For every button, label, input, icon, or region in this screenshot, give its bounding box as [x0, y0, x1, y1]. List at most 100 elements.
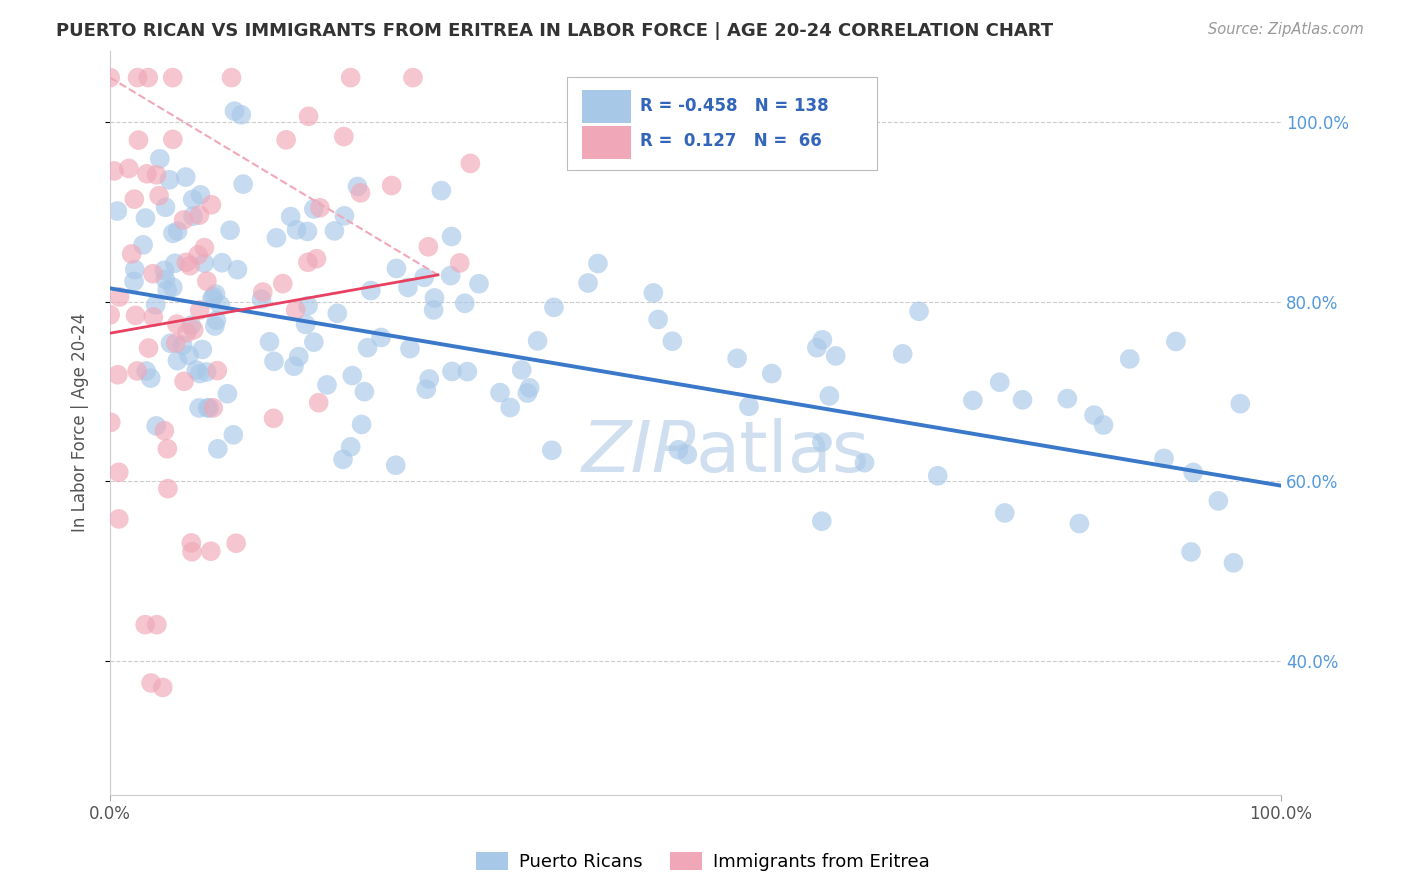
- Point: [413, 270, 436, 285]
- Point: [1056, 392, 1078, 406]
- Point: [288, 350, 311, 364]
- Point: [333, 129, 356, 144]
- Point: [1069, 516, 1091, 531]
- Point: [285, 223, 308, 237]
- Point: [139, 676, 162, 690]
- Point: [1153, 451, 1175, 466]
- Point: [156, 482, 179, 496]
- Point: [356, 341, 378, 355]
- Point: [142, 267, 165, 281]
- Point: [250, 292, 273, 306]
- Text: PUERTO RICAN VS IMMIGRANTS FROM ERITREA IN LABOR FORCE | AGE 20-24 CORRELATION C: PUERTO RICAN VS IMMIGRANTS FROM ERITREA …: [56, 22, 1053, 40]
- Point: [152, 681, 174, 695]
- Point: [180, 318, 202, 333]
- Point: [195, 365, 218, 379]
- Point: [346, 179, 368, 194]
- Point: [186, 363, 208, 377]
- Point: [271, 277, 294, 291]
- Point: [643, 285, 665, 300]
- Point: [1092, 417, 1115, 432]
- Point: [145, 418, 167, 433]
- Point: [297, 255, 319, 269]
- Point: [1011, 392, 1033, 407]
- Point: [204, 319, 226, 334]
- Point: [188, 208, 211, 222]
- Point: [209, 298, 232, 312]
- Point: [105, 204, 128, 219]
- Point: [207, 442, 229, 456]
- Point: [153, 263, 176, 277]
- Point: [165, 336, 187, 351]
- Point: [418, 240, 440, 254]
- Point: [430, 184, 453, 198]
- Point: [309, 201, 332, 215]
- Point: [187, 248, 209, 262]
- Point: [415, 382, 437, 396]
- Point: [1164, 334, 1187, 349]
- Point: [198, 401, 221, 415]
- Point: [818, 389, 841, 403]
- Point: [197, 401, 219, 415]
- Point: [302, 202, 325, 216]
- Point: [202, 401, 225, 415]
- Point: [824, 349, 846, 363]
- Point: [132, 238, 155, 252]
- Point: [297, 299, 319, 313]
- Point: [225, 536, 247, 550]
- Point: [145, 168, 167, 182]
- Point: [283, 359, 305, 374]
- Point: [342, 368, 364, 383]
- Point: [188, 303, 211, 318]
- Point: [98, 308, 121, 322]
- Point: [163, 256, 186, 270]
- Point: [543, 301, 565, 315]
- Point: [994, 506, 1017, 520]
- Point: [107, 368, 129, 382]
- Point: [259, 334, 281, 349]
- Point: [134, 617, 156, 632]
- Point: [1208, 494, 1230, 508]
- Point: [162, 70, 184, 85]
- Point: [440, 364, 463, 378]
- Point: [810, 514, 832, 528]
- Y-axis label: In Labor Force | Age 20-24: In Labor Force | Age 20-24: [72, 313, 89, 533]
- Point: [124, 262, 146, 277]
- Point: [204, 287, 226, 301]
- Point: [222, 428, 245, 442]
- Point: [927, 468, 949, 483]
- Point: [179, 259, 201, 273]
- Point: [263, 354, 285, 368]
- Text: R =  0.127   N =  66: R = 0.127 N = 66: [641, 133, 823, 151]
- Point: [176, 255, 198, 269]
- Point: [156, 283, 179, 297]
- Point: [323, 224, 346, 238]
- Point: [349, 186, 371, 200]
- Point: [294, 318, 316, 332]
- Point: [647, 312, 669, 326]
- Point: [676, 448, 699, 462]
- Text: ZIP: ZIP: [581, 418, 696, 487]
- Point: [139, 371, 162, 385]
- Point: [326, 306, 349, 320]
- Point: [339, 70, 361, 85]
- Point: [499, 401, 522, 415]
- Point: [134, 211, 156, 225]
- Point: [576, 276, 599, 290]
- Point: [266, 231, 288, 245]
- Point: [422, 302, 444, 317]
- Point: [173, 374, 195, 388]
- Point: [127, 70, 149, 85]
- Point: [540, 443, 562, 458]
- Point: [489, 385, 512, 400]
- Point: [440, 268, 463, 283]
- Point: [449, 256, 471, 270]
- Point: [510, 363, 533, 377]
- Point: [159, 336, 181, 351]
- Point: [155, 200, 177, 214]
- Point: [350, 417, 373, 432]
- Point: [381, 178, 404, 193]
- Point: [191, 343, 214, 357]
- Point: [207, 363, 229, 377]
- Point: [121, 247, 143, 261]
- Point: [316, 378, 339, 392]
